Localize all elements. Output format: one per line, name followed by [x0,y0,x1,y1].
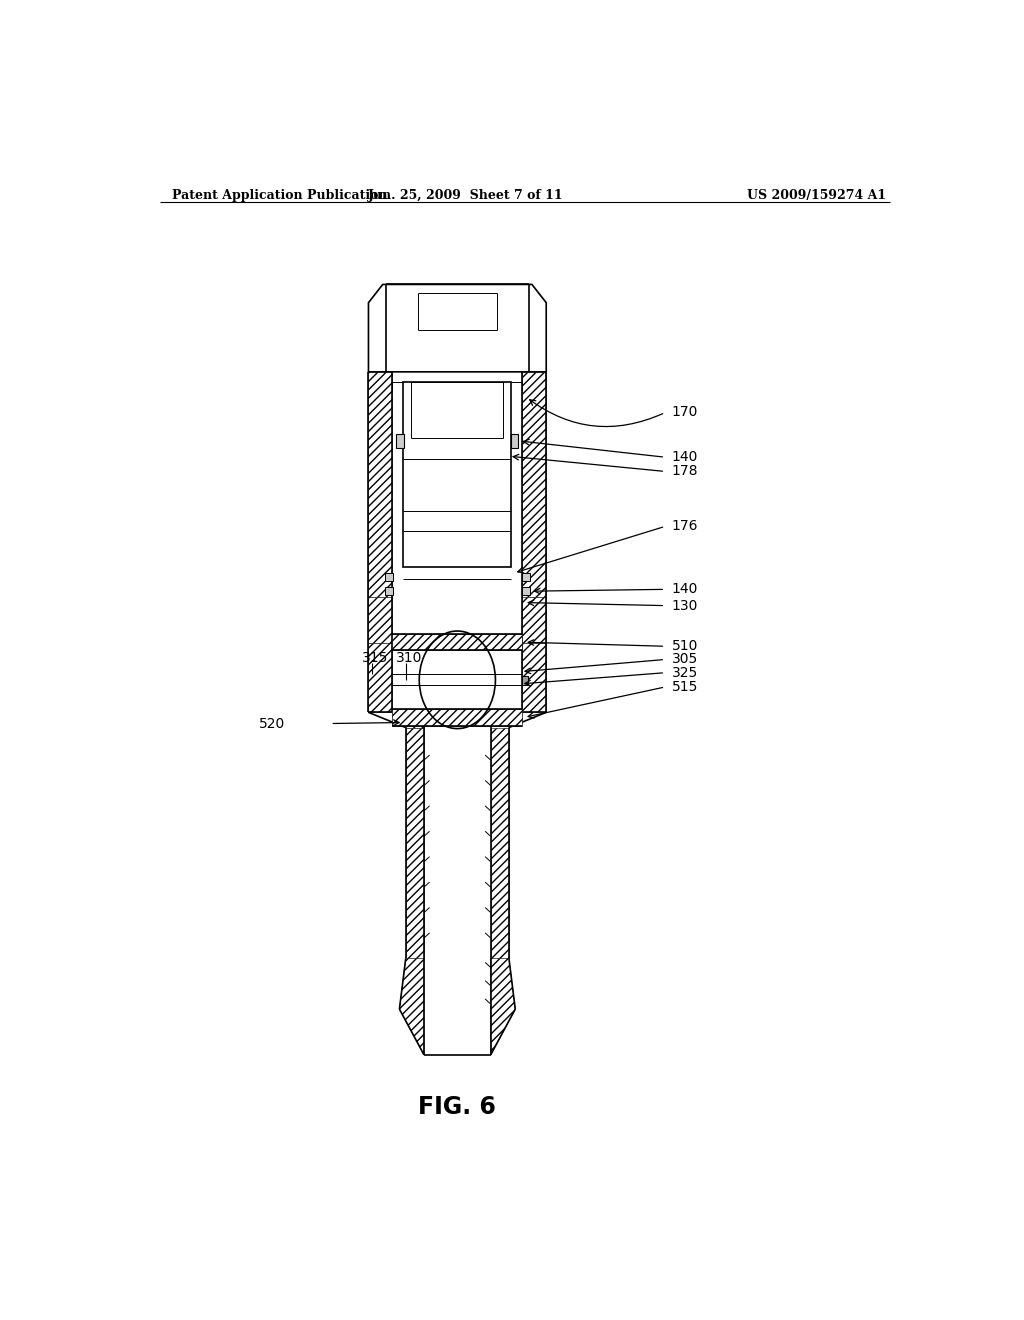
Text: 130: 130 [672,598,698,612]
Text: 510: 510 [672,639,698,653]
Bar [406,727,424,958]
Polygon shape [490,958,515,1055]
Bar [521,676,528,685]
Text: 140: 140 [672,450,698,465]
Polygon shape [399,958,424,1055]
Polygon shape [369,284,386,372]
Bar [396,434,404,447]
Text: Patent Application Publication: Patent Application Publication [172,189,387,202]
Polygon shape [406,713,424,727]
Text: 325: 325 [672,665,698,680]
Bar [369,598,392,643]
Bar [385,587,393,595]
Text: 315: 315 [362,652,388,665]
Bar [385,573,393,581]
Bar [522,643,546,713]
Text: FIG. 6: FIG. 6 [419,1094,497,1119]
Polygon shape [490,713,509,727]
Text: US 2009/159274 A1: US 2009/159274 A1 [746,189,886,202]
Bar [490,727,509,958]
Bar [392,634,522,651]
Text: 515: 515 [672,680,698,694]
Polygon shape [528,284,546,372]
Text: 178: 178 [672,465,698,478]
Text: 310: 310 [395,652,422,665]
Polygon shape [369,284,546,372]
Bar [521,587,529,595]
Bar [403,381,511,568]
Text: 176: 176 [672,519,698,533]
Bar [511,434,518,447]
Bar [369,643,392,713]
Bar [522,372,546,598]
Bar [392,709,522,726]
Text: 170: 170 [672,405,698,420]
Text: 305: 305 [672,652,698,667]
Bar [522,598,546,643]
Bar [369,372,392,598]
Bar [406,713,424,727]
Bar [521,573,529,581]
Text: Jun. 25, 2009  Sheet 7 of 11: Jun. 25, 2009 Sheet 7 of 11 [368,189,563,202]
Text: 520: 520 [259,717,285,730]
Text: 140: 140 [672,582,698,597]
